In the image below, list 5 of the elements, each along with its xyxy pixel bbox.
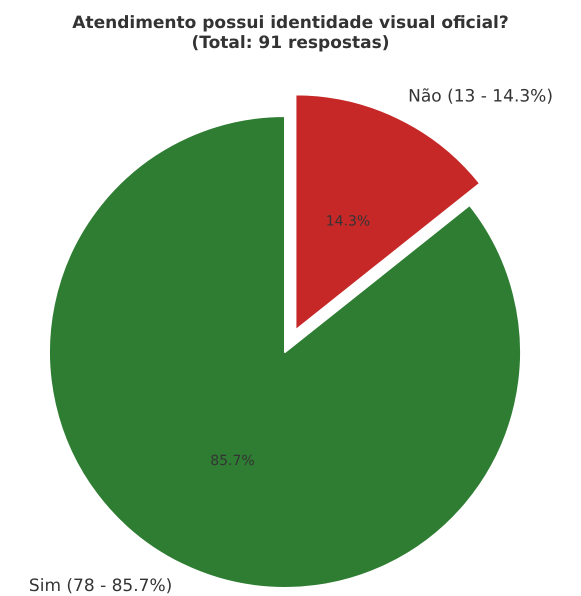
chart-title: Atendimento possui identidade visual oficial? (Total: 91 respostas)	[72, 13, 509, 53]
data-label: 14.3%	[326, 213, 370, 230]
slice-label: Não (13 - 14.3%)	[408, 86, 553, 107]
slice-label: Sim (78 - 85.7%)	[28, 576, 172, 596]
data-label: 85.7%	[210, 452, 255, 469]
